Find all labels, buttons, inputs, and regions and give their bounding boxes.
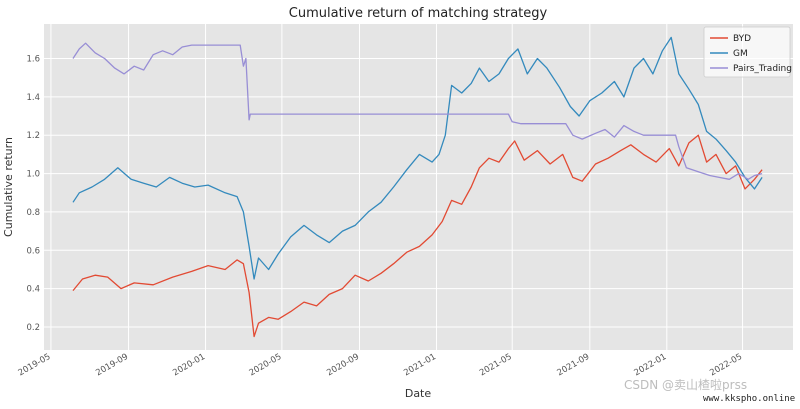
y-tick-label: 1.2 [26,131,40,141]
grid [44,24,793,350]
y-tick-label: 1.6 [26,55,40,65]
y-tick-label: 1.4 [26,93,40,103]
x-tick-label: 2019-09 [94,352,130,378]
x-tick-label: 2021-05 [478,352,514,378]
legend: BYD GM Pairs_Trading [703,26,792,78]
legend-label-byd: BYD [733,34,751,44]
x-tick-label: 2020-01 [171,352,207,378]
series-line-gm [72,36,763,280]
chart-title: Cumulative return of matching strategy [289,6,548,21]
y-tick-label: 0.4 [26,285,40,295]
legend-label-gm: GM [733,49,748,59]
y-tick-label: 1.0 [26,170,40,180]
x-tick-label: 2022-01 [633,352,669,378]
y-tick-label: 0.2 [26,323,40,333]
series-group [72,36,763,338]
watermark-csdn: CSDN @卖山楂啦prss [624,377,747,392]
watermark-site: www.kkspho.online [703,394,795,404]
y-tick-label: 0.8 [26,208,40,218]
series-line-pairs-trading [72,42,763,180]
x-axis-label: Date [405,387,432,400]
y-axis-label: Cumulative return [2,137,15,237]
x-tick-label: 2020-05 [248,352,284,378]
legend-box [703,26,791,78]
x-tick-label: 2020-09 [325,352,361,378]
series-line-byd [72,134,763,338]
x-tick-label: 2019-05 [17,352,53,378]
y-tick-label: 0.6 [26,246,40,256]
x-tick-label: 2021-01 [402,352,438,378]
plot-area [44,24,793,350]
x-tick-label: 2022-05 [708,352,744,378]
x-tick-label: 2021-09 [556,352,592,378]
legend-label-pairs-trading: Pairs_Trading [733,64,792,74]
